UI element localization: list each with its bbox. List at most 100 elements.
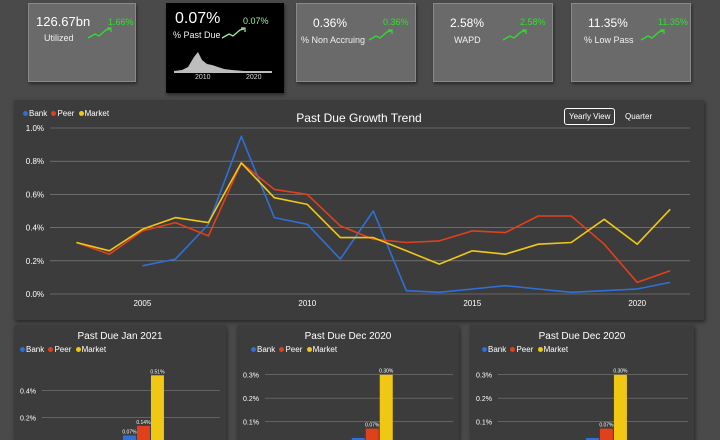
peer-swatch [510,347,516,353]
legend-label: Peer [54,345,72,354]
legend-label: Bank [488,345,507,354]
legend-item-bank: Bank [482,345,506,354]
legend-item-peer: Peer [510,345,533,354]
kpi-change: 0.07% [243,16,269,26]
bar-data-label: 0.30% [379,369,394,375]
sparkline-axis-end: 2020 [246,74,262,81]
peer-swatch [279,347,285,353]
x-tick-label: 2010 [298,299,316,308]
legend-item-market: Market [537,345,569,354]
bar-chart-panel-dec-2020-b: Past Due Dec 2020 Bank Peer Market 0.1% 0… [470,325,694,440]
y-tick-label: 0.2% [26,257,44,266]
legend-label: Peer [285,345,303,354]
bank-swatch [23,111,28,117]
quarter-view-button[interactable]: Quarter [625,112,653,121]
trend-up-icon [368,29,393,41]
kpi-card-utilized[interactable]: 126.67bn Utilized 1.66% [28,3,136,82]
bar-data-label: 0.07% [365,423,380,429]
y-tick-label: 0.2% [476,396,492,403]
trend-legend: Bank Peer Market [23,109,111,118]
series-line-bank [142,135,671,294]
peer-swatch [51,111,57,117]
legend-item-peer: Peer [51,109,74,118]
legend-item-market: Market [78,109,110,118]
kpi-change: 1.66% [108,17,134,27]
peer-swatch [48,347,54,353]
legend-label: Bank [29,109,48,118]
legend-item-market: Market [75,345,107,354]
bar-chart-title: Past Due Jan 2021 [77,331,163,342]
kpi-card-wapd[interactable]: 2.58% WAPD 2.58% [433,3,553,82]
legend-item-bank: Bank [23,109,47,118]
y-tick-label: 0.2% [20,416,36,423]
bar-chart-title: Past Due Dec 2020 [304,331,392,342]
series-line-market [76,162,671,265]
legend-item-peer: Peer [279,345,302,354]
market-swatch [75,347,81,353]
trend-up-icon [502,29,527,41]
market-swatch [306,347,312,353]
legend-label: Bank [257,345,276,354]
bar-chart-panel-dec-2020: Past Due Dec 2020 Bank Peer Market 0.1% 0… [237,325,459,440]
bar-data-label: 0.07% [122,429,137,435]
y-tick-label: 0.1% [243,420,259,427]
legend-label: Bank [26,345,45,354]
legend-label: Market [81,345,107,354]
bar-data-label: 0.14% [136,420,151,426]
bar-chart: 0.1% 0.2% 0.3% 0.07% 0.30% [476,369,688,440]
kpi-label: % Non Accruing [301,35,366,45]
trend-up-icon [221,27,246,39]
yearly-view-button[interactable]: Yearly View [564,108,616,125]
legend-label: Peer [516,345,534,354]
kpi-change: 11.35% [658,17,688,27]
y-tick-label: 0.2% [243,396,259,403]
trend-up-icon [87,27,112,39]
market-swatch [537,347,543,353]
y-tick-label: 0.8% [26,157,44,166]
bank-swatch [251,347,256,353]
kpi-value: 0.07% [175,10,221,27]
y-tick-label: 0.1% [476,420,492,427]
bar-peer [599,428,613,440]
kpi-card-non-accruing[interactable]: 0.36% % Non Accruing 0.36% [296,3,416,82]
bar-peer [365,428,379,440]
legend-label: Market [312,345,338,354]
kpi-value: 11.35% [588,16,628,30]
kpi-card-past-due[interactable]: 0.07% % Past Due 0.07% 2010 2020 [166,3,284,93]
bar-legend: Bank Peer Market [20,345,108,354]
bar-chart: 0.2% 0.4% 0.07% 0.14% 0.51% [20,369,220,440]
bar-market [379,374,393,440]
legend-item-bank: Bank [20,345,44,354]
x-tick-label: 2015 [463,299,481,308]
bar-chart-panel-jan-2021: Past Due Jan 2021 Bank Peer Market 0.2% 0… [14,325,226,440]
past-due-sparkline [174,52,272,73]
x-tick-label: 2005 [133,299,151,308]
y-tick-label: 1.0% [26,124,44,133]
trend-chart-title: Past Due Growth Trend [296,111,422,125]
legend-item-peer: Peer [48,345,71,354]
kpi-label: % Low Pass [584,35,634,45]
bank-swatch [20,347,25,353]
kpi-value: 126.67bn [36,14,91,29]
x-tick-label: 2020 [628,299,646,308]
legend-label: Market [84,109,110,118]
kpi-change: 2.58% [520,17,546,27]
kpi-label: WAPD [454,35,481,45]
bar-data-label: 0.51% [150,369,165,375]
bar-peer [136,425,150,440]
kpi-label: % Past Due [173,30,221,40]
legend-label: Market [543,345,569,354]
kpi-change: 0.36% [383,17,409,27]
bar-bank [122,435,136,440]
bar-legend: Bank Peer Market [482,345,570,354]
bar-data-label: 0.30% [613,369,628,375]
kpi-card-low-pass[interactable]: 11.35% % Low Pass 11.35% [571,3,691,82]
market-swatch [78,111,84,117]
bar-market [613,374,627,440]
bar-market [150,375,164,440]
bar-data-label: 0.07% [599,423,614,429]
y-tick-label: 0.3% [243,373,259,380]
bar-legend: Bank Peer Market [251,345,339,354]
y-tick-label: 0.4% [20,388,36,395]
trend-chart-panel: Bank Peer Market Past Due Growth Trend Y… [14,100,704,320]
